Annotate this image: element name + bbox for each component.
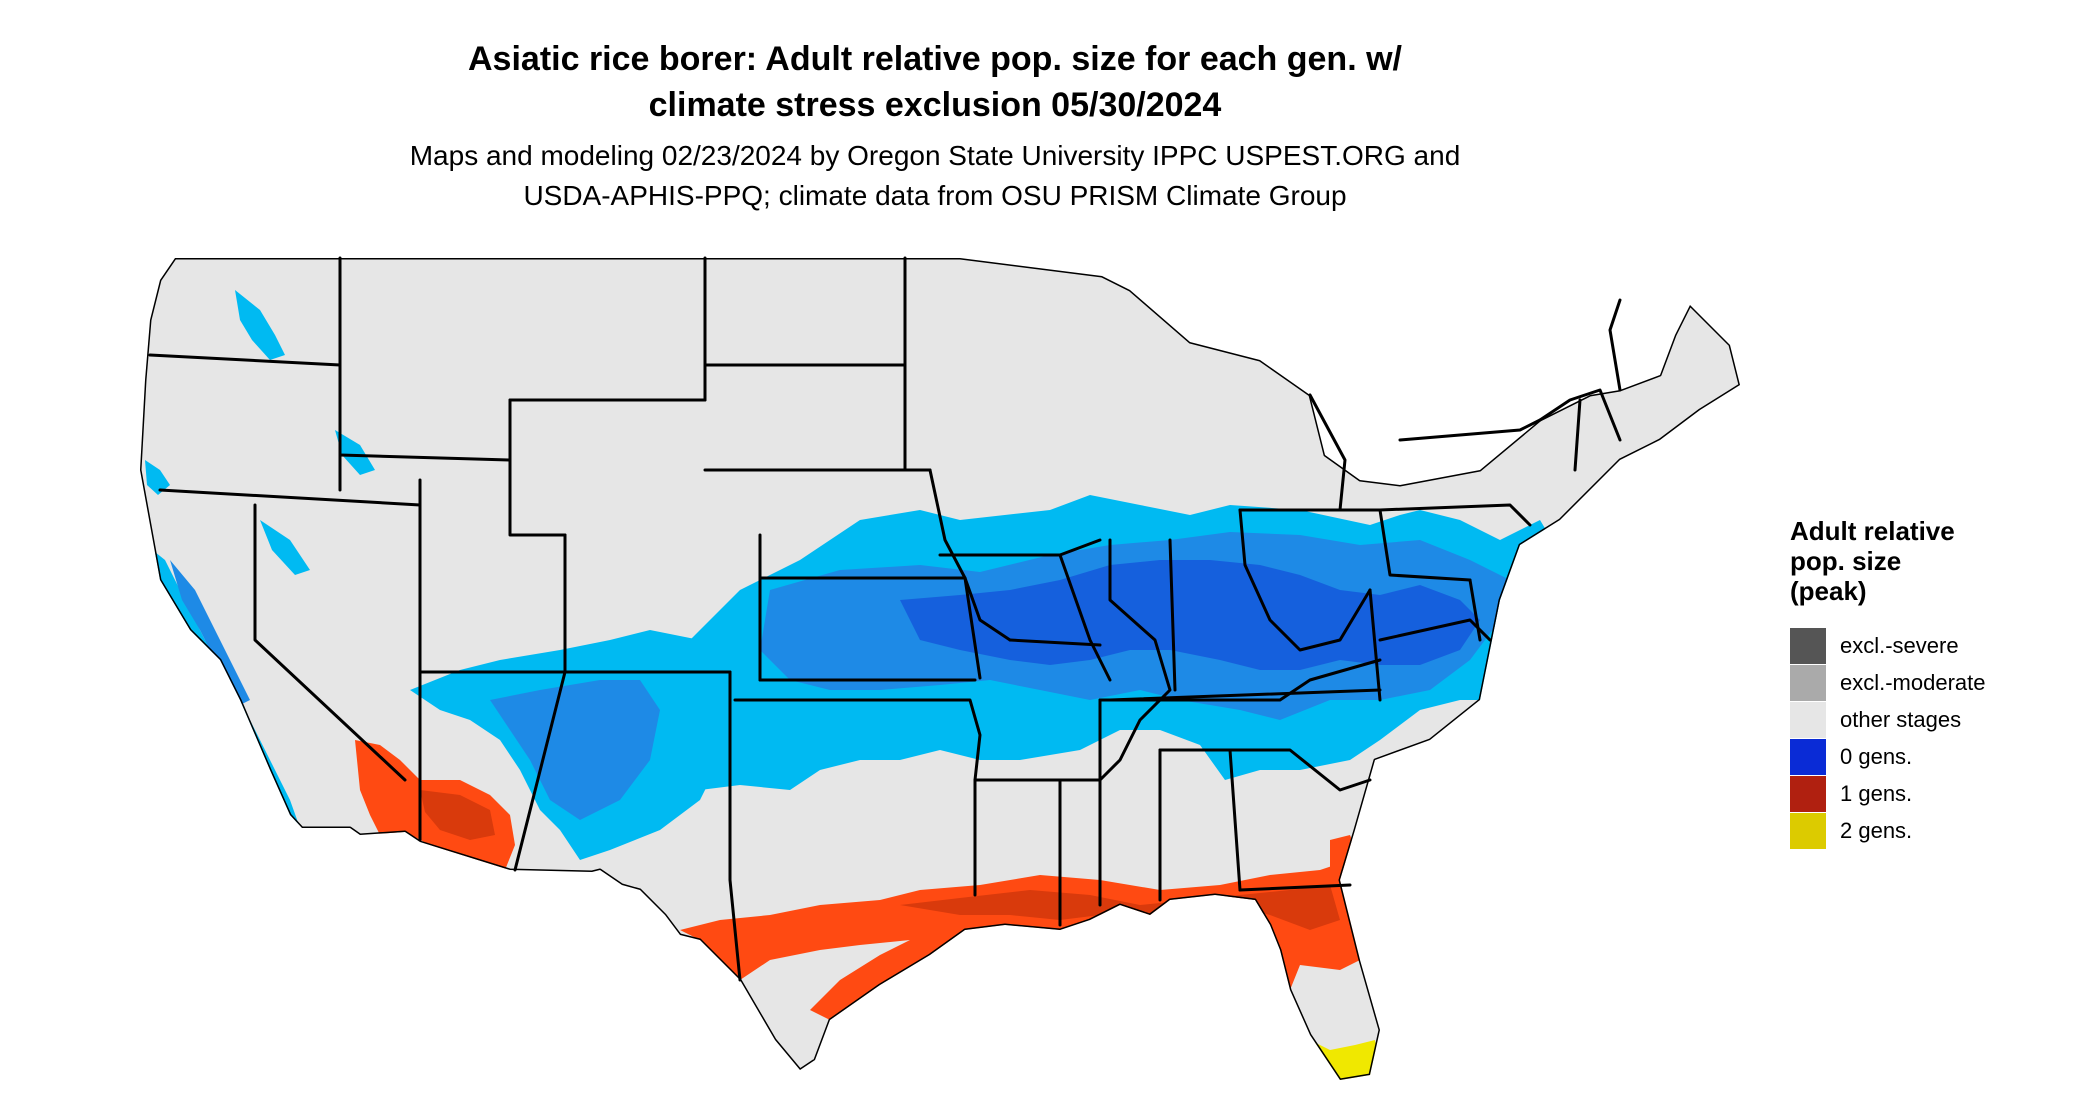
zone-blue-idaho bbox=[335, 430, 375, 475]
map-subtitle-line-1: Maps and modeling 02/23/2024 by Oregon S… bbox=[409, 140, 1461, 171]
legend: Adult relative pop. size (peak) excl.-se… bbox=[1790, 516, 2020, 850]
zone-dark-blue-southwest bbox=[490, 680, 660, 820]
zone-blue-california-inland bbox=[170, 560, 250, 705]
legend-label: other stages bbox=[1840, 707, 1962, 732]
state-borders bbox=[140, 256, 1740, 1080]
zone-orange-arizona-dark bbox=[420, 790, 495, 840]
legend-label: excl.-moderate bbox=[1840, 670, 1986, 695]
legend-item-excl-moderate: excl.-moderate bbox=[1790, 665, 2020, 701]
legend-swatch bbox=[1790, 702, 1826, 738]
map-title: Asiatic rice borer: Adult relative pop. … bbox=[0, 36, 1870, 128]
legend-item-0-gens: 0 gens. bbox=[1790, 739, 2020, 775]
zone-blue-utah bbox=[260, 520, 310, 575]
legend-label: 0 gens. bbox=[1840, 744, 1913, 769]
legend-swatch bbox=[1790, 776, 1826, 812]
legend-swatch bbox=[1790, 628, 1826, 664]
legend-swatch bbox=[1790, 665, 1826, 701]
map-subtitle-line-2: USDA-APHIS-PPQ; climate data from OSU PR… bbox=[523, 180, 1347, 211]
legend-swatch bbox=[1790, 739, 1826, 775]
map-title-line-2: climate stress exclusion 05/30/2024 bbox=[648, 86, 1222, 124]
legend-item-other-stages: other stages bbox=[1790, 702, 2020, 738]
zone-blue-oregon bbox=[145, 460, 170, 495]
map-title-line-1: Asiatic rice borer: Adult relative pop. … bbox=[468, 40, 1402, 78]
legend-title-line-3: (peak) bbox=[1790, 576, 1867, 606]
legend-title: Adult relative pop. size (peak) bbox=[1790, 516, 2020, 606]
legend-item-2-gens: 2 gens. bbox=[1790, 813, 2020, 849]
zone-blue-washington bbox=[235, 290, 285, 360]
legend-items: excl.-severe excl.-moderate other stages… bbox=[1790, 628, 2020, 849]
legend-title-line-1: Adult relative bbox=[1790, 516, 1955, 546]
legend-label: excl.-severe bbox=[1840, 633, 1959, 658]
legend-item-1-gens: 1 gens. bbox=[1790, 776, 2020, 812]
map-subtitle: Maps and modeling 02/23/2024 by Oregon S… bbox=[0, 136, 1870, 216]
legend-title-line-2: pop. size bbox=[1790, 546, 1902, 576]
zone-orange-gulf bbox=[680, 860, 1360, 1020]
legend-label: 2 gens. bbox=[1840, 818, 1913, 843]
legend-swatch bbox=[1790, 813, 1826, 849]
legend-item-excl-severe: excl.-severe bbox=[1790, 628, 2020, 664]
zone-orange-atlantic bbox=[1330, 835, 1360, 870]
legend-label: 1 gens. bbox=[1840, 781, 1913, 806]
